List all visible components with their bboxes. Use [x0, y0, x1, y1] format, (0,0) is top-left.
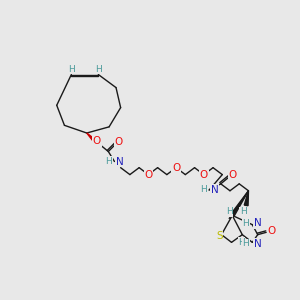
Text: N: N [254, 239, 262, 249]
Polygon shape [231, 191, 248, 217]
Text: H: H [240, 207, 246, 216]
Text: S: S [216, 231, 223, 241]
Text: H: H [226, 207, 232, 216]
Text: H: H [105, 157, 112, 166]
Text: N: N [211, 185, 218, 195]
Text: H: H [68, 64, 75, 74]
Text: O: O [172, 164, 180, 173]
Text: O: O [93, 136, 101, 146]
Text: H: H [200, 185, 207, 194]
Text: O: O [228, 170, 236, 180]
Text: H: H [242, 219, 249, 228]
Text: N: N [116, 157, 124, 166]
Text: O: O [200, 170, 208, 180]
Text: O: O [144, 170, 152, 180]
Polygon shape [244, 191, 248, 206]
Text: H: H [95, 64, 102, 74]
Text: H: H [238, 238, 245, 247]
Text: O: O [268, 226, 276, 236]
Text: O: O [114, 137, 122, 147]
Text: H: H [242, 239, 249, 248]
Polygon shape [87, 133, 96, 142]
Text: N: N [254, 218, 262, 228]
